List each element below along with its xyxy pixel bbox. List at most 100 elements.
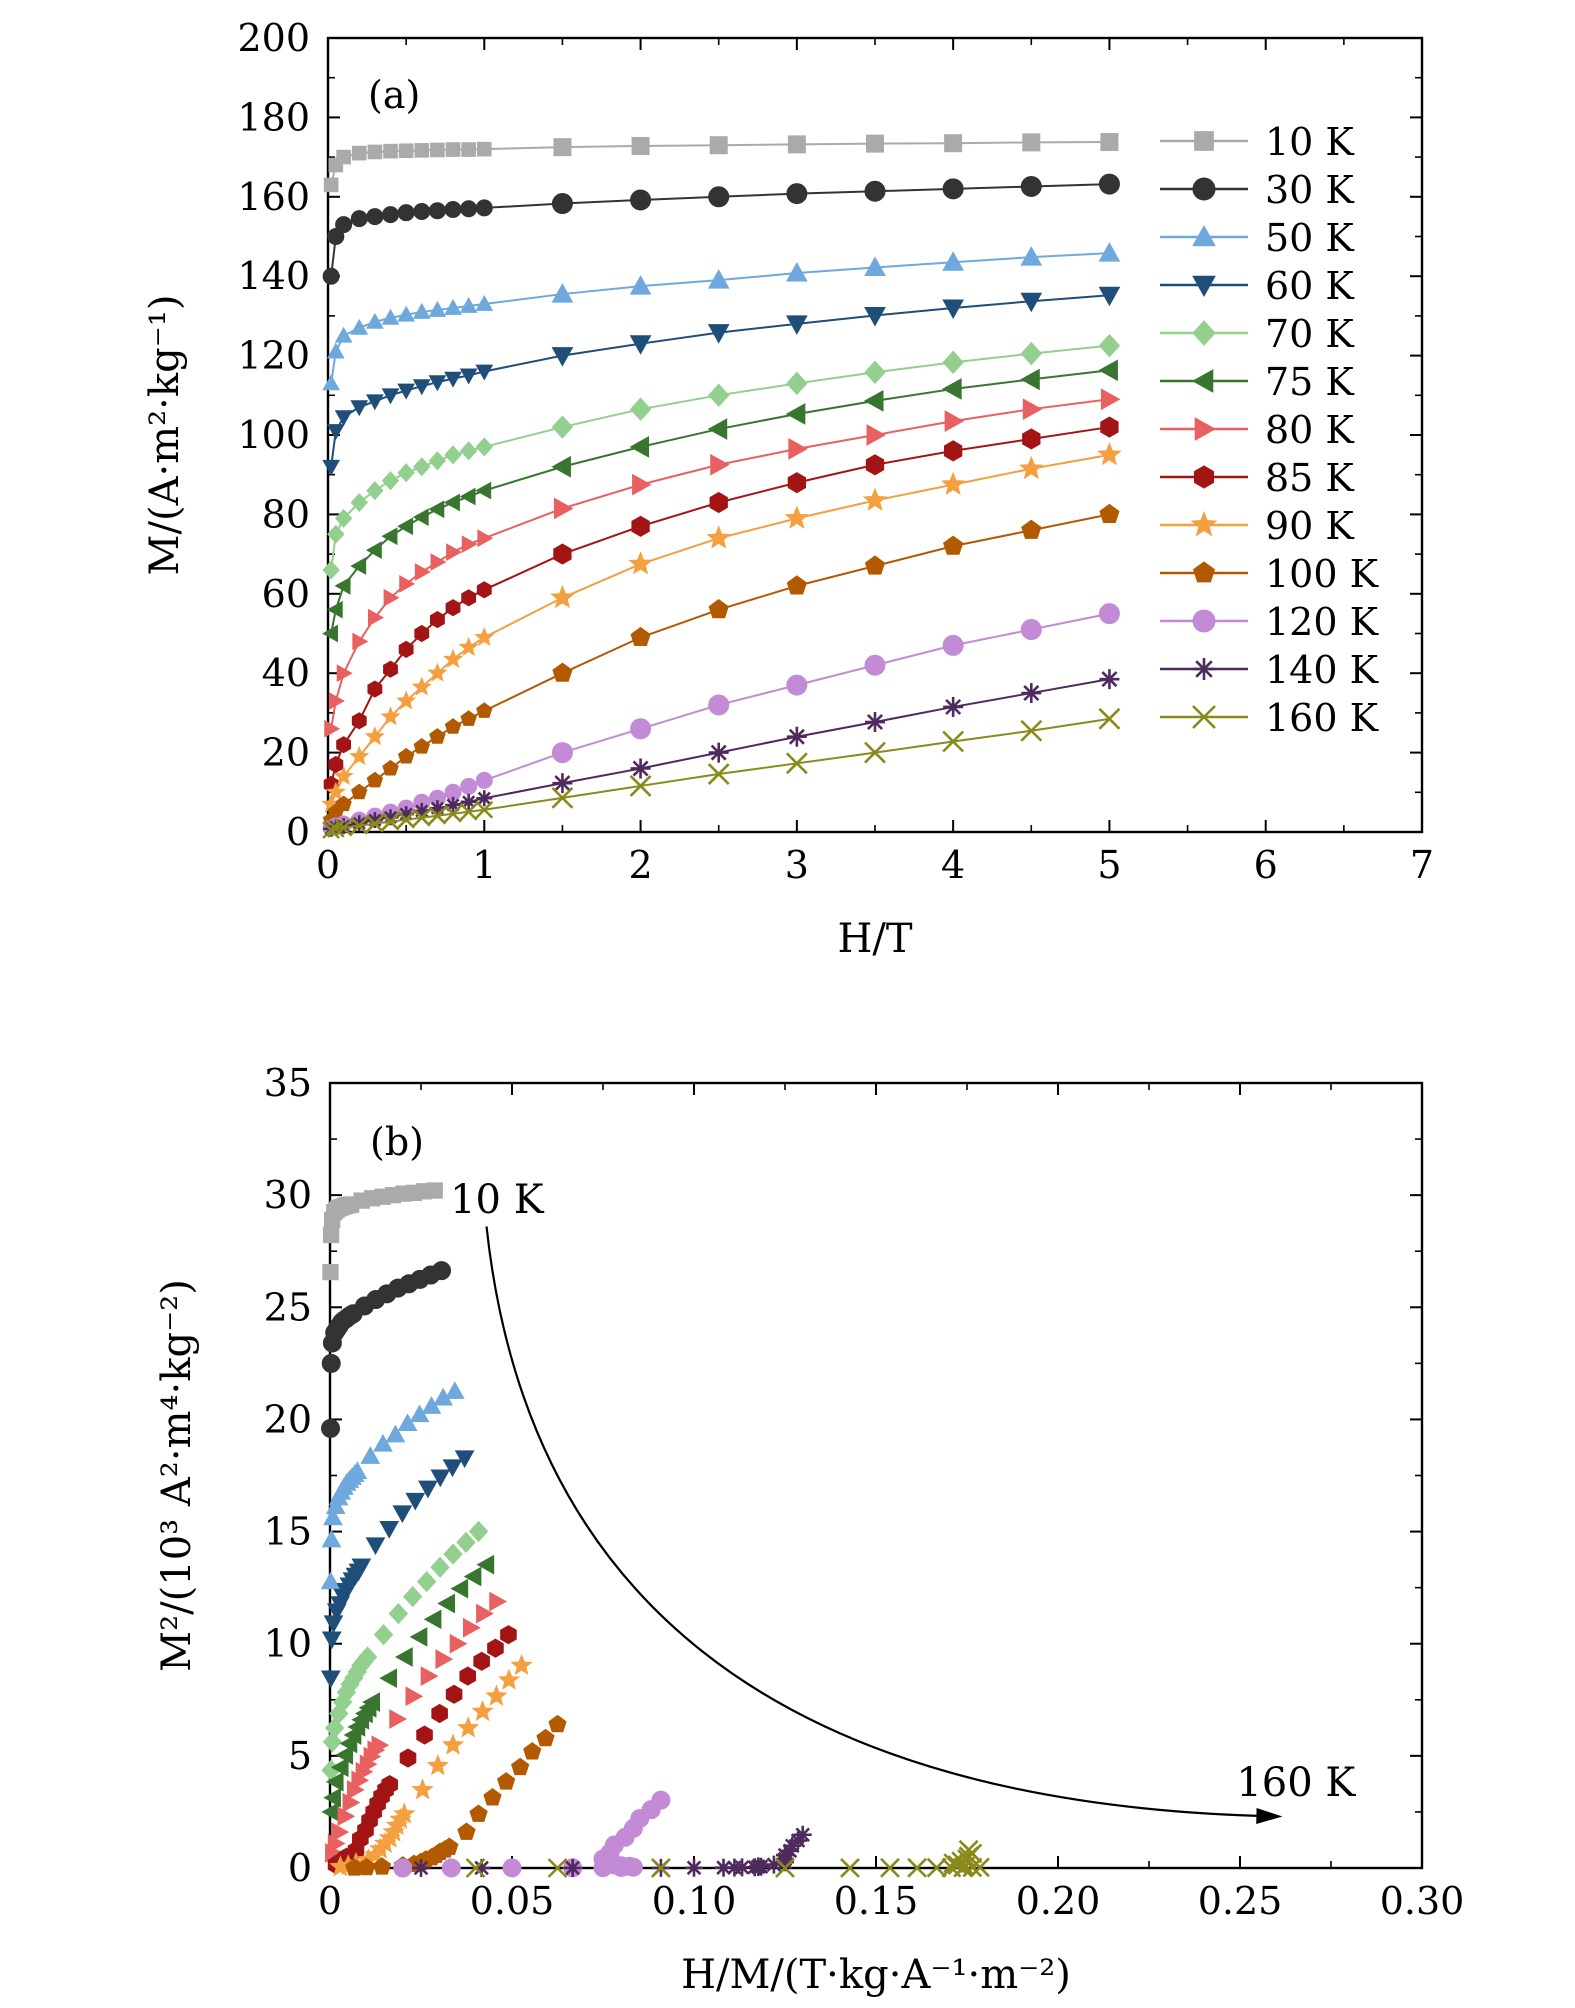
a-data-point: [707, 418, 728, 440]
a-data-point: [366, 208, 384, 226]
a-data-point: [864, 180, 886, 202]
a-legend-label: 100 K: [1265, 552, 1379, 596]
a-data-point: [1098, 286, 1121, 307]
a-series-line: [330, 717, 1110, 831]
a-data-point: [708, 186, 730, 208]
b-data-point: [322, 1731, 343, 1753]
b-x-tick-label: 0.05: [470, 1879, 555, 1923]
a-data-point: [475, 481, 492, 500]
a-data-point: [461, 535, 478, 554]
a-data-point: [327, 524, 345, 544]
a-data-point: [943, 440, 963, 462]
b-data-point: [397, 1413, 418, 1432]
a-data-point: [335, 216, 353, 234]
a-data-point: [459, 802, 478, 821]
a-data-point: [709, 491, 728, 514]
b-data-point: [322, 1226, 340, 1244]
a-data-point: [414, 563, 431, 581]
a-data-point: [863, 390, 884, 412]
a-series-60k: [322, 286, 1121, 476]
a-data-point: [445, 797, 462, 814]
b-data-point: [320, 1670, 341, 1689]
a-data-point: [1020, 368, 1040, 391]
a-data-point: [787, 472, 807, 494]
a-data-point: [381, 388, 400, 405]
a-data-point: [458, 636, 479, 656]
a-data-point: [351, 815, 368, 832]
marker-stroke: [428, 806, 447, 825]
a-data-point: [460, 710, 477, 726]
b-data-point: [432, 1261, 452, 1281]
marker-stroke: [958, 1839, 979, 1860]
a-data-point: [350, 816, 369, 835]
a-data-point: [445, 142, 461, 157]
a-data-point: [350, 492, 368, 513]
a-data-point: [412, 379, 431, 396]
marker-stroke: [381, 812, 400, 831]
a-data-point: [461, 589, 477, 607]
a-data-point: [551, 347, 574, 367]
b-x-tick-label: 0: [318, 1879, 342, 1923]
a-legend-marker: [1190, 510, 1218, 537]
a-data-point: [475, 199, 493, 217]
a-data-point: [397, 204, 415, 222]
a-data-point: [322, 267, 340, 285]
marker-stroke: [554, 775, 571, 792]
a-data-point: [942, 299, 964, 319]
b-data-point: [462, 1617, 481, 1638]
a-data-point: [1020, 719, 1043, 742]
marker-stroke: [399, 807, 413, 821]
a-data-point: [786, 575, 807, 595]
a-legend-label: 140 K: [1265, 648, 1379, 692]
marker-stroke: [750, 1859, 766, 1874]
a-data-point: [628, 551, 653, 575]
a-legend-marker: [1193, 658, 1215, 680]
a-data-point: [551, 415, 574, 439]
b-data-point: [793, 1825, 812, 1844]
a-data-point: [397, 383, 415, 400]
b-data-point: [362, 1692, 381, 1712]
a-data-point: [1098, 603, 1120, 625]
a-data-point: [399, 575, 416, 593]
b-x-tick-label: 0.30: [1380, 1879, 1465, 1923]
b-data-point: [351, 1558, 372, 1577]
a-data-point: [444, 298, 462, 315]
marker-stroke: [775, 1858, 795, 1878]
a-data-point: [1100, 388, 1121, 411]
b-data-point: [373, 1433, 393, 1452]
b-data-point: [405, 1492, 426, 1511]
a-x-tick-label: 4: [941, 843, 965, 887]
b-series-70k: [321, 1520, 489, 1781]
b-data-point: [357, 1646, 378, 1668]
marker-stroke: [462, 795, 476, 809]
a-data-point: [629, 275, 652, 295]
a-data-point: [350, 318, 369, 335]
b-data-point: [775, 1858, 795, 1878]
a-data-point: [708, 599, 729, 619]
a-data-point: [551, 193, 573, 215]
marker-stroke: [629, 775, 652, 797]
marker-stroke: [547, 1858, 568, 1878]
b-data-point: [547, 1858, 568, 1878]
a-data-point: [412, 508, 429, 527]
b-data-point: [335, 1745, 354, 1765]
a-data-point: [333, 765, 354, 785]
a-data-point: [862, 487, 888, 511]
a-data-point: [366, 394, 384, 411]
a-data-point: [428, 375, 447, 392]
a-series-10k: [323, 133, 1119, 193]
b-data-point: [650, 1858, 671, 1878]
a-data-point: [398, 143, 414, 159]
b-data-point: [437, 1593, 456, 1614]
a-data-point: [786, 674, 808, 696]
a-legend-marker: [1192, 224, 1216, 247]
a-data-point: [444, 804, 462, 823]
b-data-point: [496, 1772, 516, 1790]
a-data-point: [1098, 173, 1120, 195]
marker-stroke: [551, 786, 574, 809]
marker-stroke: [795, 1827, 811, 1843]
b-series-50k: [320, 1381, 465, 1590]
a-data-point: [1022, 398, 1043, 421]
b-data-point: [500, 1625, 517, 1645]
